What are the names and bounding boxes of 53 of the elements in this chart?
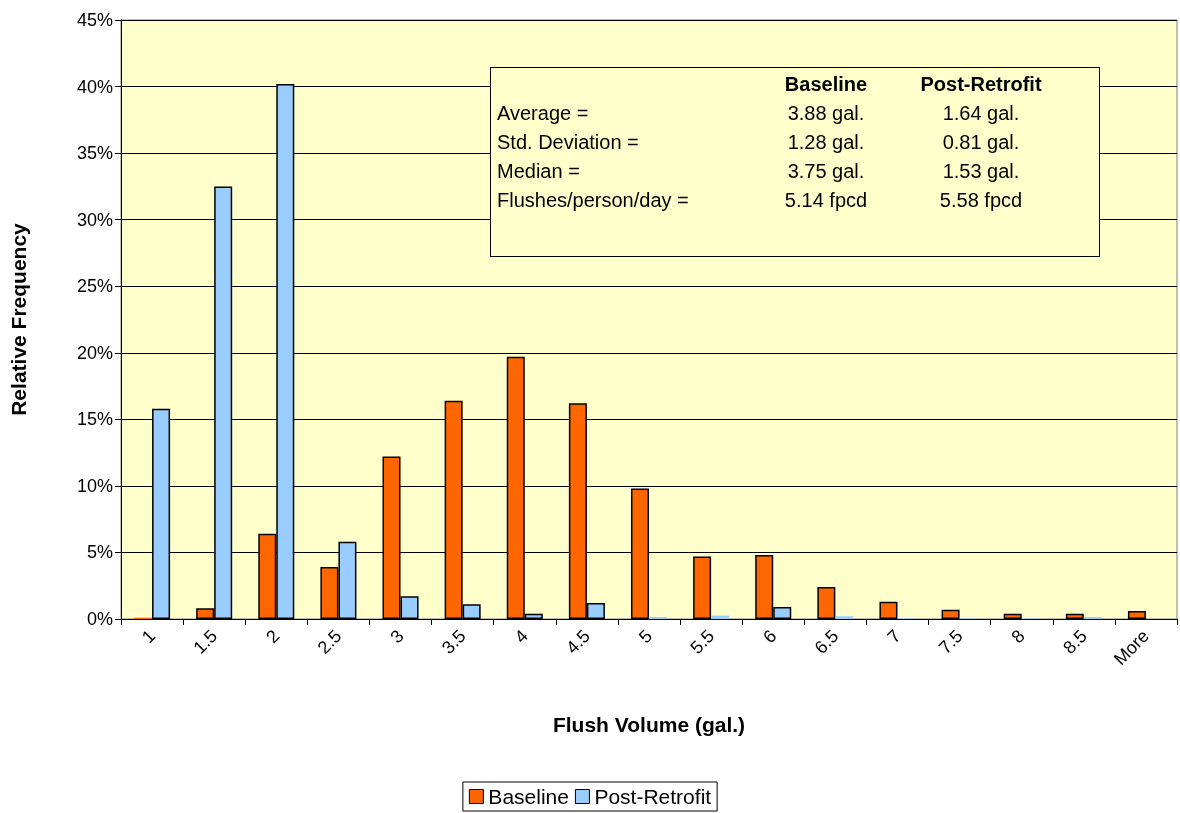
x-tick-label: 5.5 xyxy=(686,625,719,658)
annotation: Median = xyxy=(497,159,580,183)
bar xyxy=(1127,611,1146,619)
bar xyxy=(835,616,854,619)
y-tick-label: 45% xyxy=(76,10,113,30)
bar xyxy=(941,609,960,619)
bar xyxy=(1065,613,1084,619)
x-tick-label: 6.5 xyxy=(810,625,843,658)
x-tick-label: 3 xyxy=(386,625,408,648)
annotation: 0.81 gal. xyxy=(942,130,1020,154)
legend-label: Baseline xyxy=(488,785,569,808)
x-tick-label: 5 xyxy=(634,625,657,648)
annotation: Flushes/person/day = xyxy=(497,188,689,212)
x-tick-label: 2.5 xyxy=(313,625,346,658)
x-tick-label: 8 xyxy=(1007,625,1029,648)
y-tick-label: 10% xyxy=(76,475,113,496)
y-axis-title: Relative Frequency xyxy=(7,222,30,416)
x-tick-label: 4 xyxy=(510,625,532,648)
annotation: Average = xyxy=(497,101,589,125)
bar xyxy=(693,556,712,619)
x-axis-title: Flush Volume (gal.) xyxy=(552,713,746,736)
x-tick-label: 8.5 xyxy=(1059,625,1091,658)
bar xyxy=(879,601,898,619)
x-tick-label: 1.5 xyxy=(189,625,222,658)
x-tick-label: 6 xyxy=(759,625,781,648)
y-tick-label: 30% xyxy=(76,209,113,230)
y-tick-label: 0% xyxy=(86,609,113,629)
annotation: 1.64 gal. xyxy=(942,101,1020,125)
annotation: Std. Deviation = xyxy=(497,130,639,154)
annotation: Post-Retrofit xyxy=(920,72,1042,96)
x-tick-label: 7 xyxy=(883,625,905,648)
bar xyxy=(1003,613,1022,619)
annotation: 5.58 fpcd xyxy=(939,188,1023,212)
y-tick-label: 40% xyxy=(76,76,113,97)
bar xyxy=(711,615,730,619)
y-tick-label: 20% xyxy=(76,342,113,363)
annotation: 5.14 fpcd xyxy=(784,188,868,212)
legend-label: Post-Retrofit xyxy=(594,785,712,808)
y-tick-label: 25% xyxy=(76,276,113,297)
y-tick-label: 35% xyxy=(76,143,113,164)
annotation: 3.75 gal. xyxy=(787,159,865,183)
bar xyxy=(817,587,836,619)
y-tick-label: 15% xyxy=(76,409,113,430)
annotation: 3.88 gal. xyxy=(787,101,865,125)
annotation: 1.53 gal. xyxy=(942,159,1020,183)
x-tick-label: 4.5 xyxy=(562,625,594,658)
x-tick-label: 7.5 xyxy=(934,625,967,658)
x-tick-label: 1 xyxy=(137,625,160,648)
annotation: 1.28 gal. xyxy=(787,130,865,154)
y-tick-label: 5% xyxy=(86,542,113,563)
x-tick-label: 2 xyxy=(262,625,284,648)
x-tick-label: 3.5 xyxy=(437,625,470,658)
annotation: Baseline xyxy=(784,72,868,96)
